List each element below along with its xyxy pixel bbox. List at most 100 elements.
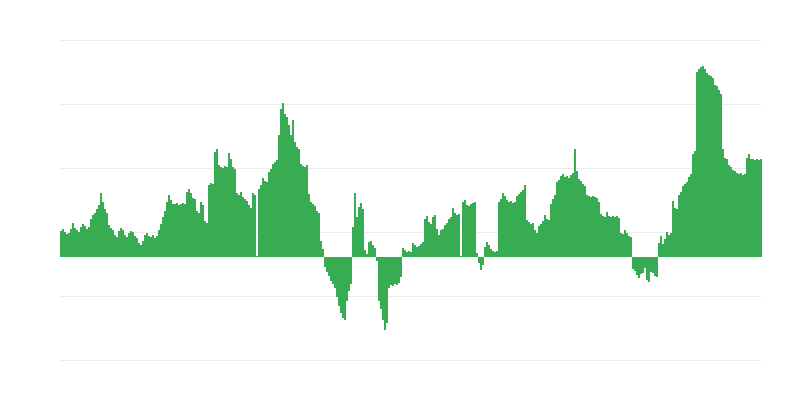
- bar: [432, 217, 434, 257]
- bar: [520, 192, 522, 257]
- bar: [272, 164, 274, 257]
- bar: [258, 189, 260, 257]
- bar: [486, 242, 488, 257]
- bar: [294, 142, 296, 257]
- bar: [578, 179, 580, 257]
- gridline: [60, 104, 761, 105]
- bar: [376, 257, 378, 261]
- bar: [702, 66, 704, 257]
- bar: [624, 230, 626, 257]
- bar: [86, 229, 88, 257]
- bar: [136, 238, 138, 257]
- bar: [74, 228, 76, 257]
- bar: [710, 76, 712, 257]
- bar: [72, 223, 74, 257]
- bar: [652, 257, 654, 273]
- bar: [686, 182, 688, 257]
- bar: [82, 224, 84, 257]
- bar: [210, 183, 212, 257]
- bar: [118, 231, 120, 257]
- bar: [616, 216, 618, 257]
- bar: [530, 224, 532, 257]
- bar: [148, 236, 150, 257]
- bar: [260, 185, 262, 257]
- bar: [128, 233, 130, 257]
- bar: [584, 186, 586, 257]
- bar: [94, 213, 96, 257]
- bar: [500, 199, 502, 257]
- bar: [248, 205, 250, 257]
- bar: [478, 257, 480, 263]
- bar: [372, 245, 374, 257]
- bar: [670, 233, 672, 257]
- bar: [526, 220, 528, 257]
- bar: [350, 257, 352, 284]
- bar: [626, 233, 628, 257]
- bar: [236, 193, 238, 257]
- bar: [300, 164, 302, 257]
- bar: [548, 220, 550, 257]
- bar: [388, 257, 390, 288]
- bar: [556, 182, 558, 257]
- bar: [576, 171, 578, 257]
- bar: [132, 232, 134, 257]
- bar: [340, 257, 342, 313]
- bar: [346, 257, 348, 301]
- bar: [356, 217, 358, 257]
- bar: [120, 228, 122, 257]
- bar: [316, 211, 318, 257]
- bar: [628, 236, 630, 257]
- bar: [698, 69, 700, 257]
- bar: [186, 192, 188, 257]
- bar: [162, 217, 164, 257]
- bar: [122, 230, 124, 257]
- bar: [744, 174, 746, 257]
- bar: [144, 235, 146, 257]
- bar: [182, 203, 184, 257]
- bar: [598, 202, 600, 257]
- bar: [726, 159, 728, 257]
- bar: [640, 257, 642, 274]
- bar: [392, 257, 394, 286]
- bar: [570, 175, 572, 257]
- bar: [586, 195, 588, 257]
- bar: [488, 245, 490, 257]
- bar: [224, 166, 226, 257]
- bar: [326, 257, 328, 272]
- bar: [208, 185, 210, 257]
- bar: [390, 257, 392, 285]
- bar: [546, 219, 548, 257]
- bar: [324, 257, 326, 267]
- bar: [374, 248, 376, 257]
- bar: [612, 216, 614, 257]
- bar: [700, 67, 702, 257]
- bar: [462, 202, 464, 257]
- bar: [528, 222, 530, 257]
- bar: [596, 198, 598, 257]
- bar: [646, 257, 648, 280]
- bar: [422, 242, 424, 257]
- bar: [178, 205, 180, 257]
- bar: [156, 236, 158, 257]
- bar: [750, 159, 752, 257]
- bar: [524, 185, 526, 257]
- bar: [718, 90, 720, 257]
- bar: [92, 215, 94, 257]
- bar: [752, 159, 754, 257]
- bar: [230, 159, 232, 257]
- bar: [130, 231, 132, 257]
- bar: [114, 235, 116, 257]
- bar: [446, 223, 448, 257]
- bar: [582, 184, 584, 257]
- bar: [690, 174, 692, 257]
- bar: [342, 257, 344, 318]
- bar: [504, 196, 506, 257]
- bar: [382, 257, 384, 320]
- bar: [250, 208, 252, 257]
- bar: [656, 257, 658, 277]
- bar: [160, 224, 162, 257]
- bar: [666, 232, 668, 257]
- bar: [126, 237, 128, 257]
- bar: [308, 194, 310, 257]
- bar: [516, 196, 518, 257]
